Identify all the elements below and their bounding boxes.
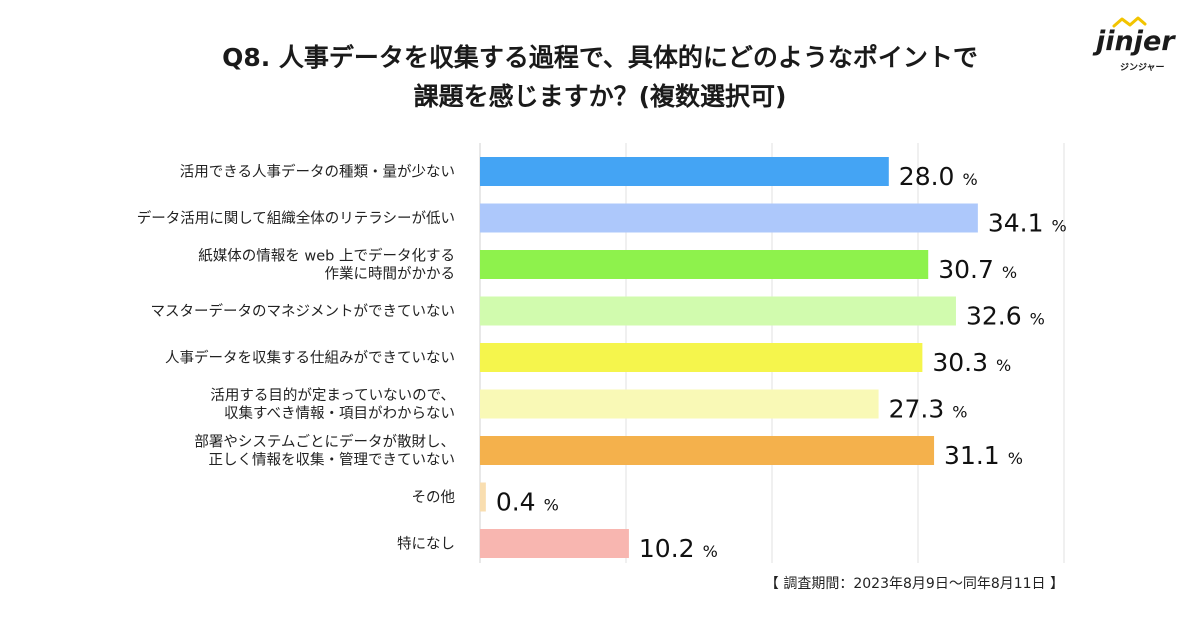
logo-wordmark: jinjer <box>1096 26 1175 57</box>
bar-6 <box>480 389 879 419</box>
bar-7 <box>480 436 935 465</box>
logo-subtext: ジンジャー <box>1120 63 1165 73</box>
value-label-4: 32.6% <box>966 302 1045 331</box>
bar-8 <box>480 482 486 512</box>
chart-title-line-1: Q8. 人事データを収集する過程で、具体的にどのようなポイントで <box>222 43 978 72</box>
value-label-3: 30.7% <box>938 255 1017 284</box>
chart-title-line-2: 課題を感じますか？(複数選択可) <box>413 82 787 111</box>
chart-title: Q8. 人事データを収集する過程で、具体的にどのようなポイントで 課題を感じます… <box>0 38 1200 116</box>
value-label-2: 34.1% <box>988 209 1067 238</box>
category-label-1: 活用できる人事データの種類・量が少ない <box>180 163 455 181</box>
bar-3 <box>480 250 929 279</box>
category-label-6-line-1: 活用する目的が定まっていないので、 <box>210 387 455 404</box>
bar-2 <box>480 203 978 233</box>
value-label-9: 10.2% <box>639 534 718 563</box>
bar-1 <box>480 157 889 186</box>
category-label-4: マスターデータのマネジメントができていない <box>151 302 456 320</box>
value-label-7: 31.1% <box>944 441 1023 470</box>
category-label-9: 特になし <box>397 536 455 553</box>
bar-9 <box>480 529 629 558</box>
bar-4 <box>480 296 956 326</box>
category-label-3-line-1: 紙媒体の情報を web 上でデータ化する <box>198 247 455 265</box>
value-label-8: 0.4% <box>496 488 559 517</box>
value-label-1: 28.0% <box>899 162 978 191</box>
category-label-5: 人事データを収集する仕組みができていない <box>165 349 455 367</box>
logo-crown-icon <box>1112 16 1147 28</box>
value-label-6: 27.3% <box>889 395 968 424</box>
bar-5 <box>480 343 923 372</box>
jinjer-logo: jinjer ジンジャー <box>1092 16 1182 74</box>
value-label-5: 30.3% <box>932 348 1011 377</box>
category-label-7-line-2: 正しく情報を収集・管理できていない <box>209 452 456 469</box>
category-label-2: データ活用に関して組織全体のリテラシーが低い <box>137 209 455 227</box>
category-label-8: その他 <box>412 489 456 506</box>
category-label-6-line-2: 収集すべき情報・項目がわからない <box>224 405 455 422</box>
category-label-3-line-2: 作業に時間がかかる <box>325 266 456 283</box>
category-label-7-line-1: 部署やシステムごとにデータが散財し、 <box>194 433 455 451</box>
survey-period-note: 【 調査期間：2023年8月9日〜同年8月11日 】 <box>764 576 1064 592</box>
